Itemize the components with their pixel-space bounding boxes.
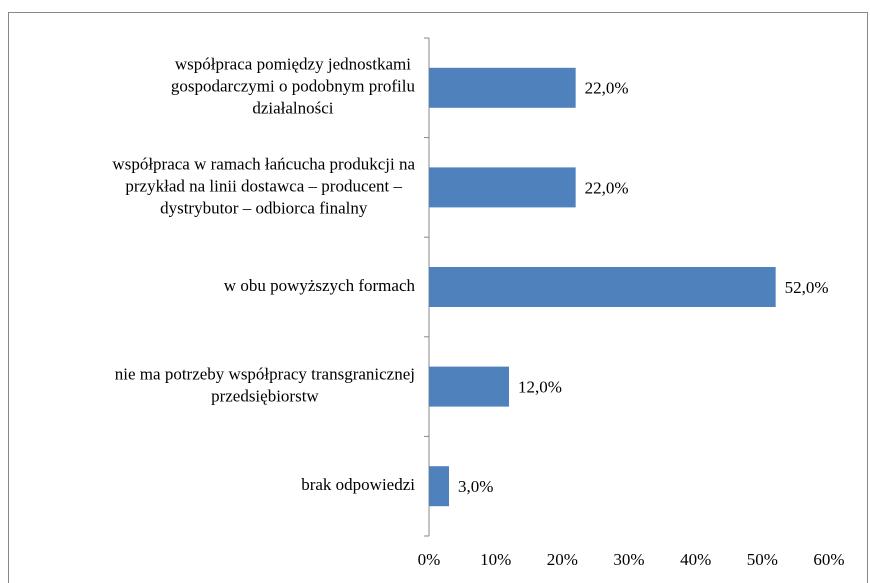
bar <box>429 167 576 208</box>
value-label: 22,0% <box>585 79 629 98</box>
category-label-line: przykład na linii dostawca – producent – <box>125 176 402 195</box>
value-label: 3,0% <box>458 477 493 496</box>
x-tick-label: 30% <box>613 550 644 569</box>
value-label: 12,0% <box>518 378 562 397</box>
bar <box>429 466 449 507</box>
category-label-line: nie ma potrzeby współpracy transgraniczn… <box>115 365 415 384</box>
bar <box>429 67 576 108</box>
bar <box>429 366 509 407</box>
category-label: współpraca pomiędzy jednostkami gospodarc… <box>171 55 416 118</box>
value-label: 22,0% <box>585 178 629 197</box>
value-label: 52,0% <box>785 278 829 297</box>
category-label-line: współpraca w ramach łańcucha produkcji n… <box>112 154 415 173</box>
category-label: współpraca w ramach łańcucha produkcji n… <box>112 154 415 217</box>
category-label: w obu powyższych formach <box>224 276 416 295</box>
category-label-line: działalności <box>252 99 333 118</box>
category-label-line: brak odpowiedzi <box>301 475 415 494</box>
category-label: brak odpowiedzi <box>301 475 415 494</box>
category-label-line: współpraca pomiędzy jednostkami <box>175 55 411 74</box>
category-label-line: dystrybutor – odbiorca finalny <box>160 198 368 217</box>
category-label-line: przedsiębiorstw <box>211 387 319 406</box>
category-label: nie ma potrzeby współpracy transgraniczn… <box>115 365 415 406</box>
x-tick-label: 60% <box>813 550 844 569</box>
bar <box>429 267 776 307</box>
x-tick-label: 20% <box>547 550 578 569</box>
x-tick-label: 10% <box>480 550 511 569</box>
category-label-line: gospodarczymi o podobnym profilu <box>171 77 416 96</box>
x-tick-label: 40% <box>680 550 711 569</box>
x-tick-label: 50% <box>747 550 778 569</box>
category-label-line: w obu powyższych formach <box>224 276 416 295</box>
x-tick-label: 0% <box>418 550 441 569</box>
